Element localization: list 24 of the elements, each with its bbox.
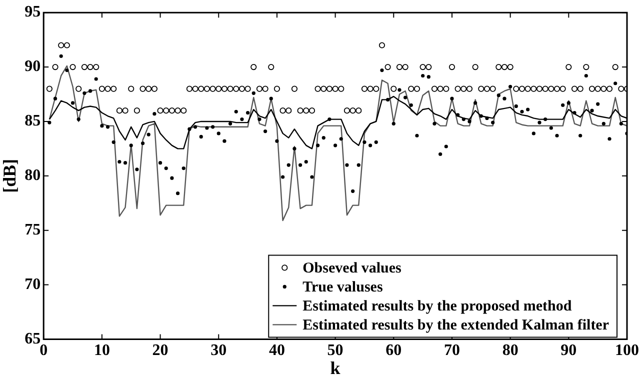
legend-label: Estimated results by the extended Kalman filter <box>302 318 610 334</box>
legend-label: Estimated results by the proposed method <box>302 298 572 315</box>
y-tick-label: 70 <box>24 276 41 293</box>
x-tick-label: 10 <box>94 342 110 359</box>
x-tick-label: 60 <box>386 342 402 359</box>
x-axis-title: k <box>330 358 340 378</box>
x-tick-label: 100 <box>615 342 639 359</box>
y-axis-title: [dB] <box>0 158 20 193</box>
y-tick-label: 65 <box>24 330 41 348</box>
x-tick-label: 0 <box>40 342 48 359</box>
x-tick-label: 90 <box>560 342 577 359</box>
y-tick-label: 80 <box>24 167 41 184</box>
x-tick-label: 70 <box>444 342 460 359</box>
legend-label: True valuses <box>302 280 383 296</box>
x-tick-label: 80 <box>502 342 518 359</box>
x-tick-label: 40 <box>268 342 285 359</box>
x-tick-label: 30 <box>210 342 227 359</box>
x-tick-label: 50 <box>327 342 344 359</box>
legend-label: Obseved values <box>302 260 402 277</box>
y-tick-label: 90 <box>24 58 41 76</box>
y-tick-label: 95 <box>24 4 41 21</box>
y-tick-label: 75 <box>24 221 41 238</box>
x-tick-label: 20 <box>152 342 168 359</box>
y-tick-label: 85 <box>24 112 41 130</box>
